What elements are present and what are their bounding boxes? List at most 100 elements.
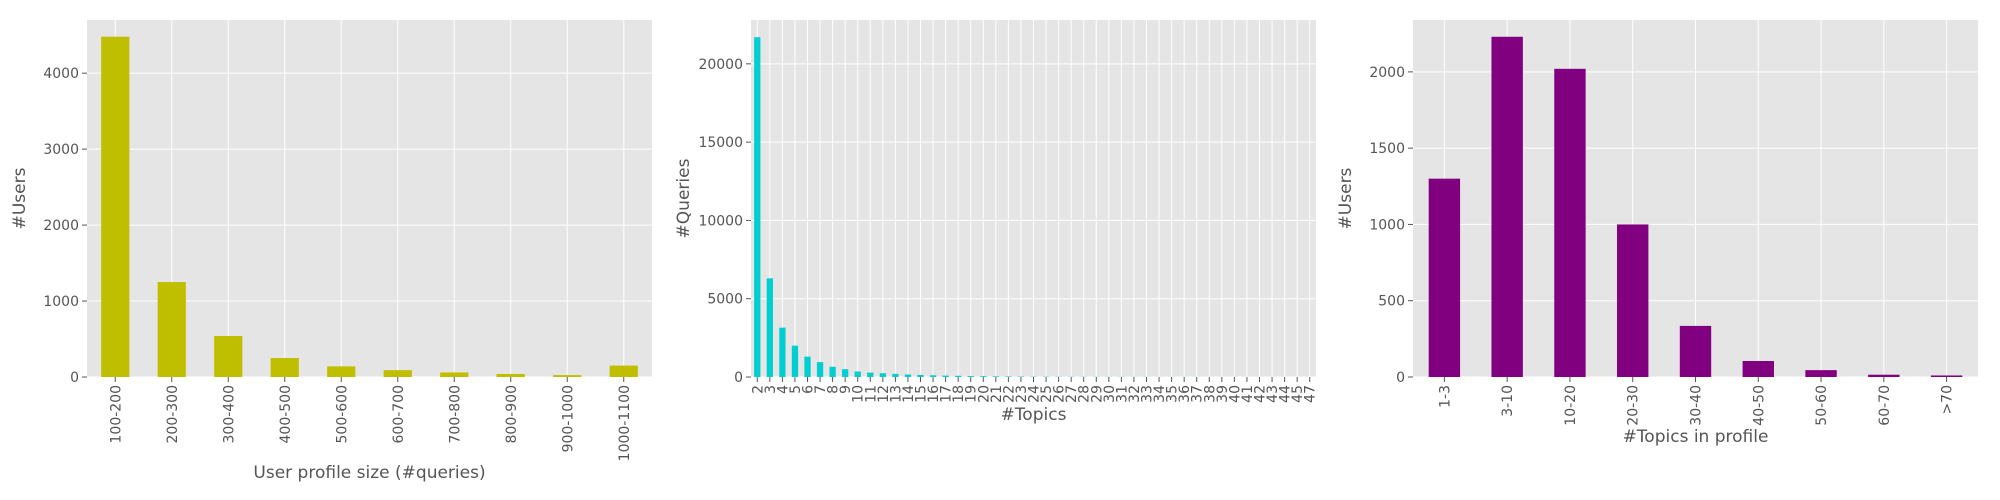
bar-500-600 <box>327 366 356 377</box>
x-tick-label: 4 <box>775 385 791 394</box>
bar-3-10 <box>1491 36 1523 378</box>
bar-600-700 <box>383 370 412 377</box>
x-tick-label: 800-900 <box>504 385 520 444</box>
x-tick-label: 13 <box>888 385 904 403</box>
bar-100-200 <box>101 36 130 378</box>
x-tick-label: 16 <box>926 385 942 403</box>
y-axis-label: #Users <box>10 167 30 229</box>
x-tick-label: 900-1000 <box>560 385 576 452</box>
bar-20-30 <box>1617 224 1649 377</box>
y-tick-label: 4000 <box>43 66 79 82</box>
x-tick-label: 8 <box>826 385 842 394</box>
y-axis-label: #Queries <box>674 158 694 238</box>
y-tick-label: 2000 <box>1369 65 1405 81</box>
bar-17 <box>942 375 949 377</box>
x-tick-label: 10-20 <box>1563 385 1579 426</box>
x-axis-label: #Topics in profile <box>1623 427 1769 447</box>
bar-1-3 <box>1428 178 1461 377</box>
bar-300-400 <box>214 335 243 377</box>
x-tick-label: 60-70 <box>1877 385 1893 426</box>
bar-4 <box>779 327 786 377</box>
x-tick-label: 18 <box>951 385 967 403</box>
bar-6 <box>804 356 811 377</box>
x-tick-label: 12 <box>876 385 892 403</box>
x-tick-label: 29 <box>1089 385 1105 403</box>
x-tick-label: 15 <box>914 385 930 403</box>
x-tick-label: 35 <box>1165 385 1181 403</box>
x-tick-label: 30 <box>1102 385 1118 403</box>
x-tick-label: 2 <box>750 385 766 394</box>
x-tick-label: 47 <box>1303 385 1319 403</box>
y-tick-label: 2000 <box>43 218 79 234</box>
x-tick-label: >70 <box>1940 385 1956 415</box>
x-tick-label: 30-40 <box>1689 385 1705 426</box>
bar-13 <box>892 373 899 377</box>
y-tick-label: 1000 <box>1369 217 1405 233</box>
x-tick-label: 21 <box>989 385 1005 403</box>
x-tick-label: 19 <box>964 385 980 403</box>
bar-2 <box>754 37 761 377</box>
y-axis-label: #Users <box>1336 167 1356 229</box>
bar-40-50 <box>1742 360 1774 377</box>
x-tick-label: 45 <box>1290 385 1306 403</box>
y-tick-label: 15000 <box>698 135 743 151</box>
x-tick-label: 600-700 <box>391 385 407 444</box>
x-tick-label: 5 <box>788 385 804 394</box>
y-tick-label: 500 <box>1378 294 1405 310</box>
x-tick-label: 500-600 <box>334 385 350 444</box>
bar-14 <box>904 374 912 377</box>
x-tick-label: 31 <box>1114 385 1130 403</box>
bar-1000-1100 <box>609 365 638 377</box>
x-tick-label: 3 <box>763 385 779 394</box>
bar-200-300 <box>157 282 186 377</box>
x-tick-label: 10 <box>851 385 867 403</box>
x-tick-label: 43 <box>1265 385 1281 403</box>
x-tick-label: 20 <box>976 385 992 403</box>
x-tick-label: 28 <box>1077 385 1093 403</box>
bar-30-40 <box>1679 325 1712 377</box>
x-tick-label: 20-30 <box>1626 385 1642 426</box>
y-tick-label: 3000 <box>43 142 79 158</box>
x-tick-label: 400-500 <box>278 385 294 444</box>
bar-20 <box>980 376 987 377</box>
x-tick-label: 42 <box>1253 385 1269 403</box>
bar-5 <box>791 345 799 377</box>
x-tick-label: 34 <box>1152 385 1168 403</box>
bar-3 <box>766 278 773 377</box>
x-tick-label: 300-400 <box>221 385 237 444</box>
x-tick-label: 700-800 <box>447 385 463 444</box>
x-tick-label: 1000-1100 <box>617 385 633 461</box>
bar-10 <box>854 371 861 377</box>
x-axis-label: #Topics <box>1001 405 1067 425</box>
x-tick-label: 24 <box>1027 385 1043 403</box>
x-tick-label: 40-50 <box>1751 385 1767 426</box>
x-tick-label: 11 <box>863 385 879 403</box>
x-tick-label: 44 <box>1278 385 1294 403</box>
x-tick-label: 23 <box>1014 385 1030 403</box>
x-axis-label: User profile size (#queries) <box>253 463 485 483</box>
y-tick-label: 10000 <box>698 213 743 229</box>
bar-700-800 <box>440 372 469 377</box>
y-tick-label: 0 <box>70 370 79 386</box>
bar-12 <box>879 373 886 377</box>
bar-18 <box>955 375 962 377</box>
bar->70 <box>1930 375 1963 377</box>
bar-900-1000 <box>553 375 582 377</box>
bar-10-20 <box>1554 68 1586 378</box>
bar-800-900 <box>496 373 525 377</box>
bar-8 <box>829 366 836 377</box>
x-tick-label: 1-3 <box>1437 385 1453 408</box>
chart-panel-2: 0500010000150002000023456789101112131415… <box>674 20 1319 425</box>
bar-400-500 <box>270 358 299 377</box>
x-tick-label: 41 <box>1240 385 1256 403</box>
y-tick-label: 1000 <box>43 294 79 310</box>
x-tick-label: 36 <box>1177 385 1193 403</box>
x-tick-label: 32 <box>1127 385 1143 403</box>
x-tick-label: 3-10 <box>1500 385 1516 417</box>
bar-21 <box>992 376 999 377</box>
x-tick-label: 39 <box>1215 385 1231 403</box>
bar-15 <box>917 374 924 377</box>
x-tick-label: 6 <box>801 385 817 394</box>
x-tick-label: 22 <box>1001 385 1017 403</box>
